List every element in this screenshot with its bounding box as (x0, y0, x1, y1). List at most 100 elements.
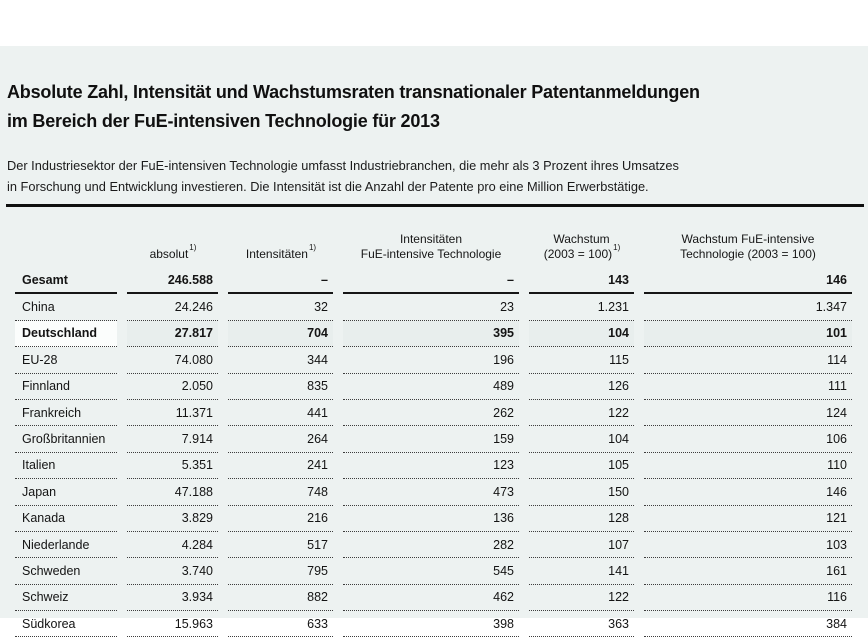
footnote-marker: 1) (613, 243, 621, 252)
table-cell: 23 (343, 294, 519, 321)
table-cell: 15.963 (127, 611, 218, 637)
table-cell: 882 (228, 585, 333, 612)
table-cell: 146 (644, 268, 852, 295)
table-cell: 3.740 (127, 558, 218, 585)
table-cell: 126 (529, 374, 634, 400)
table-row-gesamt: Gesamt 246.588– –143 146 (15, 268, 852, 295)
table-row-gro-britannien: Großbritannien 7.914 264 159 104 106 (15, 426, 852, 453)
table-row-japan: Japan 47.188 748 473 150 146 (15, 479, 852, 506)
row-label: Schweiz (15, 585, 117, 612)
table-cell: 398 (343, 611, 519, 637)
table-cell: 241 (228, 453, 333, 480)
footnote-marker: 1) (308, 243, 317, 252)
column-header: Wachstum FuE-intensive Technologie (2003 … (680, 232, 816, 261)
table-cell: 264 (228, 426, 333, 453)
row-label: Kanada (15, 506, 117, 532)
table-cell: 748 (228, 479, 333, 506)
page-title: Absolute Zahl, Intensität und Wachstumsr… (7, 78, 827, 136)
table-cell: 4.284 (127, 532, 218, 559)
table-cell: 24.246 (127, 294, 218, 321)
table-body: Gesamt 246.588– –143 146 China 24.246 32 23 1.23… (15, 268, 852, 637)
row-label: Gesamt (15, 268, 117, 295)
page-title-line2: im Bereich der FuE-intensiven Technologi… (7, 111, 440, 132)
table-cell: 3.934 (127, 585, 218, 612)
table-header-row: absolut1) Intensitäten1) Intensitäten FuE-i… (15, 212, 852, 268)
table-cell: 395 (343, 320, 519, 348)
table-cell: 545 (343, 558, 519, 585)
table-cell: 110 (644, 453, 852, 480)
table-cell: 1.347 (644, 294, 852, 321)
row-label: Deutschland (15, 320, 117, 348)
table-cell: 122 (529, 585, 634, 612)
table-cell: 473 (343, 479, 519, 506)
table-cell: 150 (529, 479, 634, 506)
table-cell: 114 (644, 347, 852, 374)
page-subtitle-line2: in Forschung und Entwicklung investieren… (7, 178, 649, 194)
row-label: Italien (15, 453, 117, 480)
table-cell: 122 (529, 400, 634, 427)
table-cell: 282 (343, 532, 519, 559)
table-row-deutschland: Deutschland 27.817 704 395 104 101 (15, 320, 852, 348)
table-cell: 7.914 (127, 426, 218, 453)
row-label: Südkorea (15, 611, 117, 637)
table-cell: 633 (228, 611, 333, 637)
table-cell: 441 (228, 400, 333, 427)
table-header: absolut1) Intensitäten1) Intensitäten FuE-i… (15, 212, 852, 268)
table-cell: 115 (529, 347, 634, 374)
row-label: Schweden (15, 558, 117, 585)
table-cell: 3.829 (127, 506, 218, 532)
table-cell: 704 (228, 320, 333, 348)
table-cell: 27.817 (127, 320, 218, 348)
column-header: Intensitäten1) (245, 243, 317, 262)
table-cell: 107 (529, 532, 634, 559)
table-cell: 116 (644, 585, 852, 612)
table-cell: 143 (529, 268, 634, 295)
table-row-s-dkorea: Südkorea 15.963 633 398 363 384 (15, 611, 852, 637)
table-cell: 103 (644, 532, 852, 559)
table-row-niederlande: Niederlande 4.284 517 282 107 103 (15, 532, 852, 559)
table-cell: 32 (228, 294, 333, 321)
page-subtitle-line1: Der Industriesektor der FuE-intensiven T… (7, 157, 679, 173)
row-label: Großbritannien (15, 426, 117, 453)
table-cell: 136 (343, 506, 519, 532)
table-cell: 262 (343, 400, 519, 427)
table-cell: 101 (644, 320, 852, 348)
table-row-eu-28: EU-28 74.080 344 196 115 114 (15, 347, 852, 374)
table-cell: 363 (529, 611, 634, 637)
table-cell: 835 (228, 374, 333, 400)
page-title-line1: Absolute Zahl, Intensität und Wachstumsr… (7, 82, 700, 103)
table-cell: – (228, 268, 333, 295)
page-subtitle: Der Industriesektor der FuE-intensiven T… (7, 155, 847, 197)
table-cell: 106 (644, 426, 852, 453)
table-row-italien: Italien 5.351 241 123 105 110 (15, 453, 852, 480)
table-row-schweiz: Schweiz 3.934 882 462 122 116 (15, 585, 852, 612)
table-cell: 196 (343, 347, 519, 374)
table-cell: 141 (529, 558, 634, 585)
column-header-empty (15, 212, 117, 268)
table-row-schweden: Schweden 3.740 795 545 141 161 (15, 558, 852, 585)
table-cell: 517 (228, 532, 333, 559)
table-cell: 344 (228, 347, 333, 374)
row-label: Niederlande (15, 532, 117, 559)
table-cell: – (343, 268, 519, 295)
table-cell: 123 (343, 453, 519, 480)
column-header: absolut1) (149, 243, 197, 262)
table-row-finnland: Finnland 2.050 835 489 126 111 (15, 374, 852, 400)
table-cell: 121 (644, 506, 852, 532)
table-cell: 104 (529, 320, 634, 348)
table-cell: 105 (529, 453, 634, 480)
row-label: China (15, 294, 117, 321)
row-label: Japan (15, 479, 117, 506)
table-cell: 5.351 (127, 453, 218, 480)
table-cell: 1.231 (529, 294, 634, 321)
table-cell: 161 (644, 558, 852, 585)
table-row-kanada: Kanada 3.829 216 136 128 121 (15, 506, 852, 532)
row-label: Frankreich (15, 400, 117, 427)
column-header: Intensitäten FuE-intensive Technologie (360, 232, 502, 261)
row-label: Finnland (15, 374, 117, 400)
table-cell: 489 (343, 374, 519, 400)
table-cell: 462 (343, 585, 519, 612)
table-cell: 11.371 (127, 400, 218, 427)
row-label: EU-28 (15, 347, 117, 374)
column-header: Wachstum (2003 = 100)1) (543, 232, 621, 261)
